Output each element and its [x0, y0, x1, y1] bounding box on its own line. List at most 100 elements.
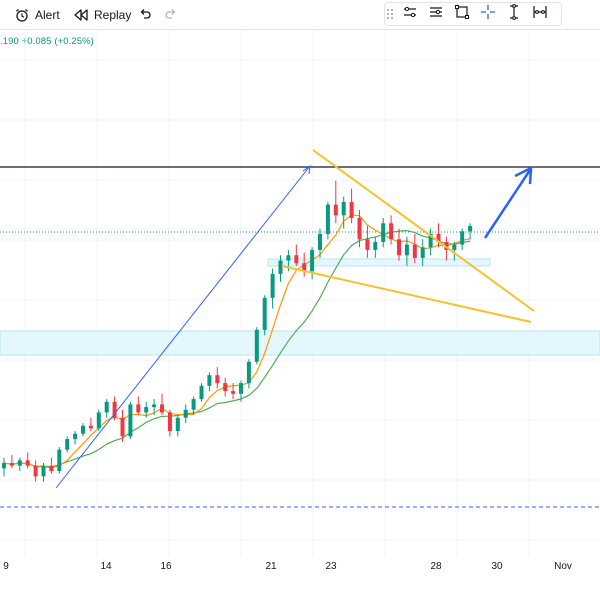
- breakout-arrow-head: [514, 166, 533, 185]
- alarm-clock-icon: [14, 7, 30, 23]
- candle-body: [365, 239, 370, 250]
- wedge-upper-line: [312, 149, 535, 312]
- candle-body: [270, 273, 275, 298]
- candle-body: [325, 204, 330, 234]
- candle-body: [436, 233, 441, 242]
- candle-body: [33, 465, 38, 477]
- candle-body: [286, 255, 291, 261]
- candle-body: [2, 463, 6, 469]
- price-change: +0.085: [21, 36, 52, 47]
- rectangle-select-tool[interactable]: [451, 3, 473, 25]
- candle-body: [420, 247, 425, 258]
- candle-body: [207, 375, 212, 386]
- candle-body: [191, 399, 196, 410]
- x-axis-label: 14: [100, 561, 112, 572]
- candle-body: [175, 417, 180, 432]
- candle-body: [88, 425, 93, 429]
- candle-body: [152, 404, 157, 408]
- candle-body: [128, 404, 133, 437]
- candle-body: [49, 465, 54, 472]
- x-axis-label: 30: [491, 561, 503, 572]
- candle-body: [65, 439, 70, 450]
- candle-body: [460, 231, 465, 245]
- text-lines-tool[interactable]: [425, 3, 447, 25]
- candle-body: [428, 233, 433, 248]
- breakout-arrow-line: [483, 169, 532, 239]
- candle-body: [223, 383, 228, 392]
- candle-body: [41, 465, 46, 477]
- candle-body: [57, 449, 62, 472]
- candle-body: [96, 412, 101, 429]
- redo-icon: [164, 8, 178, 22]
- candle-body: [239, 383, 243, 394]
- rectangle-select-icon: [454, 4, 470, 25]
- candle-body: [254, 329, 259, 362]
- candle-body: [231, 391, 236, 394]
- candle-body: [294, 255, 299, 264]
- candle-body: [120, 417, 125, 437]
- candle-body: [262, 297, 267, 330]
- x-axis-label: 28: [430, 561, 442, 572]
- x-axis-label: 9: [3, 561, 9, 572]
- trend-arrow-line: [55, 165, 311, 489]
- undo-icon: [138, 8, 152, 22]
- candle-body: [333, 204, 338, 216]
- drawing-toolbar: [384, 2, 562, 26]
- drag-handle[interactable]: [385, 3, 395, 25]
- candle-body: [278, 260, 283, 274]
- candle-body: [246, 361, 251, 384]
- top-toolbar: Alert Replay: [0, 0, 600, 30]
- candle-body: [160, 404, 164, 413]
- chart-grid: [0, 30, 600, 556]
- settings-lines-icon: [402, 4, 418, 25]
- ma-fast-line: [3, 214, 471, 469]
- candle-body: [17, 460, 22, 466]
- crosshair-tool[interactable]: [477, 3, 499, 25]
- candle-body: [381, 223, 386, 242]
- x-axis-label: Nov: [554, 561, 572, 572]
- x-axis-label: 21: [265, 561, 277, 572]
- replay-button[interactable]: Replay: [73, 4, 131, 26]
- candle-body: [412, 244, 417, 258]
- candle-body: [404, 244, 409, 256]
- candle-body: [136, 404, 141, 413]
- settings-lines-tool[interactable]: [399, 3, 421, 25]
- candle-body: [167, 412, 172, 432]
- price-change-percent: (+0.25%): [54, 36, 94, 47]
- redo-button[interactable]: [164, 4, 178, 26]
- candle-body: [25, 460, 30, 466]
- candle-body: [199, 385, 204, 400]
- candle-body: [144, 407, 149, 413]
- candle-body: [444, 241, 449, 250]
- replay-label: Replay: [94, 8, 132, 22]
- candle-body: [9, 463, 14, 466]
- support-zone: [0, 330, 600, 356]
- candle-body: [318, 233, 322, 250]
- candle-body: [373, 241, 378, 250]
- measure-icon: [506, 3, 522, 25]
- candle-body: [452, 244, 457, 250]
- price-value: .190: [0, 36, 19, 47]
- replay-rewind-icon: [73, 7, 89, 23]
- candles: [2, 180, 473, 482]
- candle-body: [357, 217, 362, 240]
- candle-body: [397, 239, 401, 256]
- x-axis-label: 16: [160, 561, 172, 572]
- range-tool[interactable]: [529, 3, 551, 25]
- trend-arrow-head: [302, 164, 311, 175]
- candle-body: [183, 409, 188, 418]
- text-lines-icon: [428, 4, 444, 25]
- candle-body: [349, 201, 354, 218]
- alert-button[interactable]: Alert: [14, 4, 60, 26]
- x-axis-label: 23: [325, 561, 337, 572]
- candle-body: [81, 425, 85, 434]
- alert-label: Alert: [35, 8, 60, 22]
- undo-button[interactable]: [138, 4, 152, 26]
- measure-tool[interactable]: [503, 3, 525, 25]
- wedge-lower-line: [281, 265, 532, 323]
- crosshair-icon: [480, 4, 496, 25]
- candle-body: [341, 201, 346, 216]
- ma-slow-line: [3, 230, 471, 468]
- range-icon: [532, 4, 548, 25]
